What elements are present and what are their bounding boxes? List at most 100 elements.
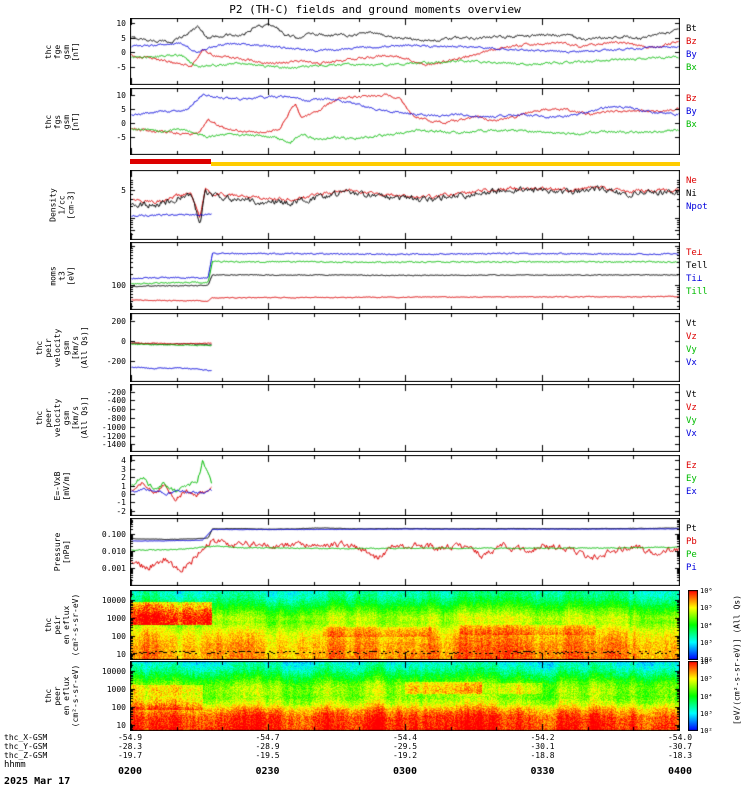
electron-velocity-ytick-label: -800 [106, 414, 126, 423]
ion-eflux-colorbar [688, 590, 698, 660]
efield-ytick-label: 3 [121, 464, 126, 474]
time-tick-label-0: 0200 [117, 766, 143, 777]
ion-eflux-canvas [130, 590, 680, 660]
efield-ytick-label: -2 [116, 506, 126, 516]
legend-pressure-Pi: Pi [686, 563, 697, 573]
legend-temperature-Tell: Tell [686, 261, 708, 271]
ion-eflux-ytick-label: 10000 [101, 595, 126, 605]
legend-pressure-Pt: Pt [686, 524, 697, 534]
electron-eflux-ytick-label: 1000 [106, 684, 126, 694]
legend-fge-Bx: Bx [686, 63, 697, 73]
legend-density-Ni: Ni [686, 189, 697, 199]
time-tick-label-3: 0330 [530, 766, 555, 777]
colorbar-tick: 10⁶ [700, 587, 713, 595]
colorbar-tick: 10² [700, 656, 713, 664]
pos-value-thc_X-GSM-4: -54.0 [667, 733, 693, 742]
pressure-canvas [130, 518, 680, 586]
pos-value-thc_Z-GSM-0: -19.7 [117, 751, 143, 760]
colorbar-tick: 10⁵ [700, 604, 713, 613]
time-tick-label-2: 0300 [392, 766, 418, 777]
fge-ylabel: thc fge gsm [nT] [44, 41, 80, 62]
ion-eflux-ylabel: thc peir en eflux (cm²-s-sr-eV) [44, 593, 80, 657]
legend-fge-By: By [686, 50, 697, 60]
fgs-canvas [130, 88, 680, 155]
pos-row-label-y: thc_Y-GSM [4, 742, 48, 751]
colorbar-tick: 10⁵ [700, 675, 713, 684]
legend-temperature-Till: Till [686, 287, 708, 297]
legend-fge-Bz: Bz [686, 37, 697, 47]
electron-eflux-ylabel: thc peer en eflux (cm²-s-sr-eV) [44, 664, 80, 728]
electron-velocity-ylabel: thc peer velocity gsm [km/s (All Qs)] [35, 396, 89, 440]
fge-canvas [130, 18, 680, 85]
temperature-ylabel: moms t3 [eV] [48, 266, 76, 286]
ion-velocity-ytick-label: 0 [121, 336, 126, 346]
efield-ytick-label: 2 [121, 473, 126, 483]
fge-ytick-label: 10 [116, 19, 126, 29]
fge-ytick-label: -5 [116, 62, 126, 72]
temperature-canvas [130, 242, 680, 310]
ion-eflux-ytick-label: 100 [111, 631, 126, 641]
legend-fgs-Bz: Bz [686, 94, 697, 104]
legend-fgs-Bx: Bx [686, 120, 697, 130]
time-tick-label-1: 0230 [255, 766, 280, 777]
legend-ion-velocity-Vy: Vy [686, 345, 697, 355]
legend-efield-Ez: Ez [686, 461, 697, 471]
colorbar-tick: 10⁴ [700, 692, 713, 701]
pos-value-thc_X-GSM-1: -54.7 [255, 733, 280, 742]
legend-electron-velocity-Vx: Vx [686, 429, 697, 439]
pos-row-label-x: thc_X-GSM [4, 733, 48, 742]
electron-velocity-ytick-label: -200 [106, 387, 126, 397]
pos-value-thc_Y-GSM-4: -30.7 [667, 742, 693, 751]
electron-eflux-ytick-label: 10 [116, 720, 126, 730]
pos-value-thc_Z-GSM-3: -18.8 [530, 751, 555, 760]
pos-value-thc_X-GSM-2: -54.4 [392, 733, 418, 742]
efield-ytick-label: -1 [116, 498, 126, 508]
colorbar-tick: 10² [700, 727, 713, 735]
colorbar-tick: 10³ [700, 638, 713, 647]
quality-flag-segment-0 [130, 159, 212, 164]
quality-flag-segment-1 [211, 161, 680, 166]
legend-pressure-Pb: Pb [686, 537, 697, 547]
fgs-ylabel: thc fgs gsm [nT] [44, 111, 80, 132]
efield-ytick-label: 0 [121, 489, 126, 499]
colorbar-tick: 10⁴ [700, 621, 713, 630]
pos-value-thc_Z-GSM-2: -19.2 [392, 751, 418, 760]
legend-efield-Ey: Ey [686, 474, 697, 484]
legend-ion-velocity-Vz: Vz [686, 332, 697, 342]
efield-ylabel: E=-VxB [mV/m] [53, 471, 71, 500]
legend-fge-Bt: Bt [686, 24, 697, 34]
electron-velocity-canvas [130, 384, 680, 452]
fgs-ytick-label: 0 [121, 118, 126, 128]
fge-ytick-label: 5 [121, 33, 126, 43]
pos-value-thc_Y-GSM-1: -28.9 [255, 742, 280, 751]
electron-eflux-canvas [130, 661, 680, 731]
legend-density-Npot: Npot [686, 202, 708, 212]
pos-value-thc_X-GSM-0: -54.9 [117, 733, 143, 742]
ion-velocity-ylabel: thc peir velocity gsm [km/s (All Qs)] [35, 325, 89, 370]
pos-value-thc_Y-GSM-3: -30.1 [530, 742, 555, 751]
electron-velocity-ytick-label: -1000 [101, 422, 126, 432]
pos-value-thc_Y-GSM-0: -28.3 [117, 742, 143, 751]
density-canvas [130, 170, 680, 240]
pressure-ylabel: Pressure [nPa] [53, 532, 71, 572]
electron-eflux-colorbar [688, 661, 698, 731]
colorbar-unit-label: [eV/(cm²-s-sr-eV)] (All Qs) [732, 594, 742, 726]
date-label: 2025 Mar 17 [4, 776, 71, 787]
pos-value-thc_Y-GSM-2: -29.5 [392, 742, 418, 751]
density-ylabel: Density 1/cc [cm-3] [48, 188, 76, 222]
colorbar-tick: 10³ [700, 709, 713, 718]
ion-eflux-ytick-label: 10 [116, 649, 126, 659]
pressure-ytick-label: 0.001 [101, 564, 126, 574]
legend-electron-velocity-Vz: Vz [686, 403, 697, 413]
ion-eflux-ytick-label: 1000 [106, 613, 126, 623]
fgs-ytick-label: -5 [116, 133, 126, 143]
electron-velocity-ytick-label: -1400 [101, 440, 126, 450]
legend-electron-velocity-Vy: Vy [686, 416, 697, 426]
efield-ytick-label: 1 [121, 481, 126, 491]
pos-value-thc_Z-GSM-1: -19.5 [255, 751, 280, 760]
electron-eflux-ytick-label: 10000 [101, 666, 126, 676]
colorbar-tick: 10⁶ [700, 658, 713, 666]
electron-eflux-ytick-label: 100 [111, 702, 126, 712]
plot-title: P2 (TH-C) fields and ground moments over… [229, 3, 521, 16]
